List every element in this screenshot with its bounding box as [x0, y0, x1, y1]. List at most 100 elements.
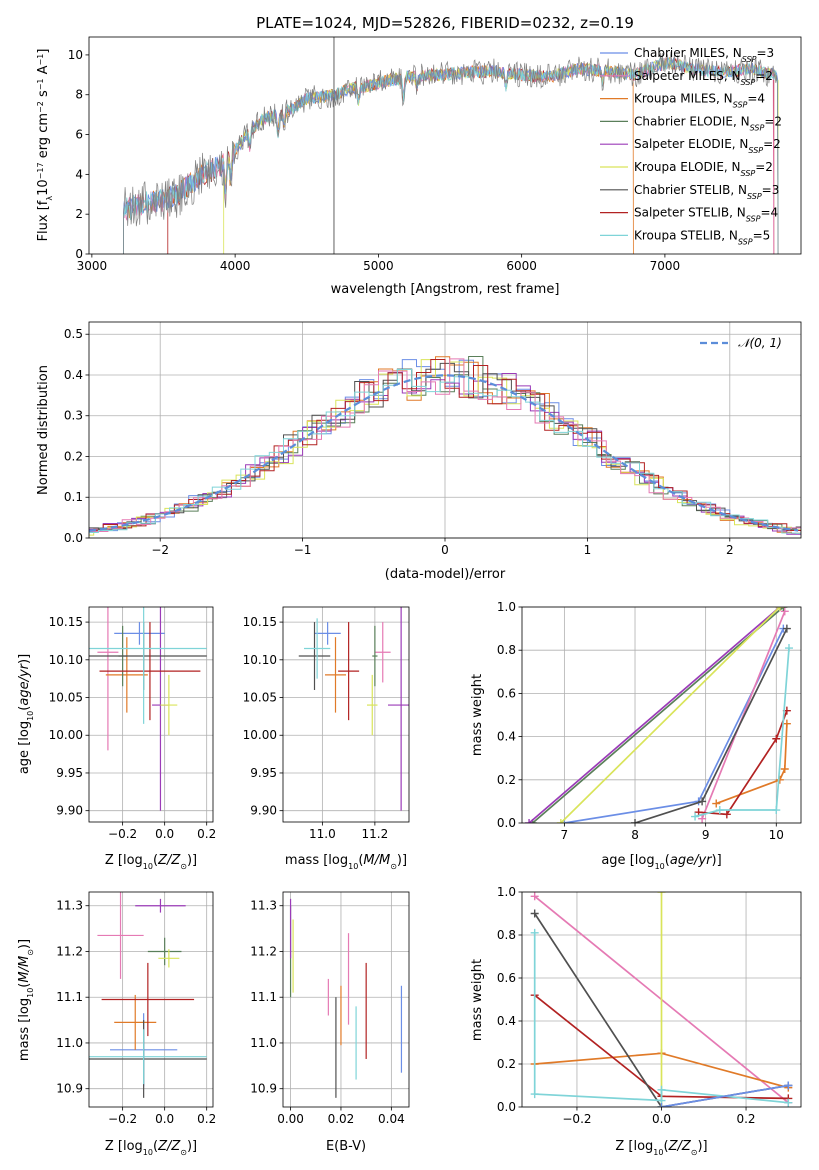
y-tick-label: 10.00 — [49, 728, 83, 742]
series-marker — [780, 607, 789, 616]
axes-frame — [88, 321, 802, 539]
y-tick-label: 0.0 — [64, 531, 83, 545]
x-tick-label: −0.2 — [108, 1112, 137, 1126]
axis-group: −0.2 0.0 0.2 0.0 0.2 0.4 0.6 0.8 1.0 — [497, 885, 802, 1126]
series-marker — [698, 797, 707, 806]
y-tick-label: 0.8 — [497, 928, 516, 942]
mass-weight-vs-age-panel: 7 8 9 10 0.0 0.2 0.4 0.6 0.8 1.0 age [log10(age/yr… — [470, 600, 802, 871]
series-marker — [772, 806, 781, 815]
x-axis-label: mass [log10(M/M⊙)] — [285, 853, 407, 871]
grid — [522, 606, 801, 824]
axes-frame — [521, 606, 802, 824]
x-tick-label: −2 — [151, 543, 169, 557]
y-tick-label: 9.95 — [250, 766, 277, 780]
y-tick-label: 0.2 — [497, 773, 516, 787]
series-line — [564, 628, 785, 823]
series-marker — [780, 765, 789, 773]
y-axis-label: mass [log10(M/M⊙)] — [17, 939, 35, 1061]
axis-group: 3000 4000 5000 6000 7000 0 2 4 6 8 10 — [68, 36, 802, 273]
series-marker — [784, 1098, 793, 1107]
x-tick-label: 1 — [584, 543, 592, 557]
x-tick-label: 0.2 — [197, 827, 216, 841]
series-marker — [775, 775, 784, 784]
legend-label: Chabrier MILES, NSSP=3 — [634, 46, 774, 64]
y-tick-label: 9.90 — [56, 804, 83, 818]
y-tick-label: 6 — [75, 128, 83, 142]
y-axis-label: age [log10(age/yr)] — [17, 654, 35, 774]
series-marker — [691, 812, 700, 821]
mass-weight-vs-metallicity-panel: −0.2 0.0 0.2 0.0 0.2 0.4 0.6 0.8 1.0 Z [log10(Z/Z… — [470, 885, 802, 1157]
y-axis-label: mass weight — [470, 674, 485, 756]
axes-frame — [88, 891, 214, 1108]
x-tick-label: 3000 — [77, 259, 108, 273]
series-marker — [657, 1103, 666, 1107]
x-axis-label: age [log10(age/yr)] — [601, 853, 721, 871]
y-tick-label: 0.6 — [497, 971, 516, 985]
histogram-step-line — [89, 362, 801, 531]
y-tick-label: 11.3 — [56, 899, 83, 913]
x-tick-label: 0.0 — [652, 1112, 671, 1126]
series-line — [661, 1084, 789, 1107]
series-marker — [525, 819, 534, 823]
y-tick-label: 10.05 — [243, 691, 277, 705]
x-tick-label: 11.2 — [362, 827, 389, 841]
y-tick-label: 0 — [75, 247, 83, 261]
y-tick-label: 0.4 — [497, 1014, 516, 1028]
x-tick-label: 0.0 — [155, 1112, 174, 1126]
legend-label: Kroupa MILES, NSSP=4 — [634, 92, 765, 110]
series-marker — [784, 1081, 793, 1090]
plot-area — [289, 898, 403, 1098]
age-vs-metallicity-panel: −0.2 0.0 0.2 9.90 9.95 10.00 10.05 10.10 10.15 Z … — [17, 606, 216, 871]
y-tick-label: 10.10 — [243, 653, 277, 667]
y-tick-label: 11.2 — [250, 944, 277, 958]
x-axis-label: wavelength [Angstrom, rest frame] — [331, 282, 560, 297]
y-tick-label: 10.10 — [49, 653, 83, 667]
y-tick-label: 8 — [75, 88, 83, 102]
y-tick-label: 10.00 — [243, 728, 277, 742]
age-vs-mass-panel: 11.0 11.2 9.90 9.95 10.00 10.05 10.10 10.15 mass… — [243, 606, 410, 871]
y-tick-label: 0.8 — [497, 643, 516, 657]
histogram-step-line — [89, 369, 801, 534]
axis-group: −0.2 0.0 0.2 9.90 9.95 10.00 10.05 10.10 10.15 — [49, 606, 216, 841]
series-marker — [530, 928, 539, 937]
y-tick-label: 11.1 — [250, 990, 277, 1004]
y-tick-label: 1.0 — [497, 600, 516, 614]
series-marker — [712, 799, 721, 808]
series-marker — [782, 624, 791, 633]
axis-group: 0.00 0.02 0.04 10.9 11.0 11.1 11.2 11.3 — [250, 891, 410, 1126]
legend: Chabrier MILES, NSSP=3 Salpeter MILES, NS… — [600, 46, 782, 246]
legend-label: Salpeter MILES, NSSP=2 — [634, 69, 773, 87]
legend-label: Kroupa STELIB, NSSP=5 — [634, 228, 770, 246]
y-axis-label: Flux [fλ10−17 erg cm−2 s−1 A−1] — [36, 49, 54, 242]
y-tick-label: 10.05 — [49, 691, 83, 705]
legend-label: Kroupa ELODIE, NSSP=2 — [634, 160, 773, 178]
grid — [283, 892, 409, 1107]
grid — [283, 607, 409, 822]
axis-group: 11.0 11.2 9.90 9.95 10.00 10.05 10.10 10.15 — [243, 606, 410, 841]
series-marker — [631, 819, 640, 823]
y-tick-label: 0.5 — [64, 327, 83, 341]
series-line — [634, 628, 788, 823]
y-tick-label: 0.2 — [497, 1057, 516, 1071]
x-tick-label: −0.2 — [108, 827, 137, 841]
y-tick-label: 0.4 — [64, 368, 83, 382]
axes-frame — [282, 606, 410, 823]
axes-frame — [88, 606, 214, 823]
legend-label: 𝒩(0, 1) — [738, 336, 782, 350]
y-tick-label: 10.9 — [250, 1082, 277, 1096]
x-tick-label: 4000 — [220, 259, 251, 273]
series-marker — [698, 814, 707, 823]
series-marker — [530, 1090, 539, 1099]
series-line — [701, 610, 786, 820]
y-axis-label: Normed distribution — [36, 365, 51, 495]
y-tick-label: 0.3 — [64, 409, 83, 423]
spectrum-series-line — [167, 56, 775, 254]
plot-area — [298, 607, 409, 811]
series-line — [694, 647, 790, 818]
y-tick-label: 1.0 — [497, 885, 516, 899]
y-tick-label: 0.6 — [497, 686, 516, 700]
y-tick-label: 0.2 — [64, 449, 83, 463]
y-tick-label: 9.90 — [250, 804, 277, 818]
series-line — [532, 607, 784, 823]
